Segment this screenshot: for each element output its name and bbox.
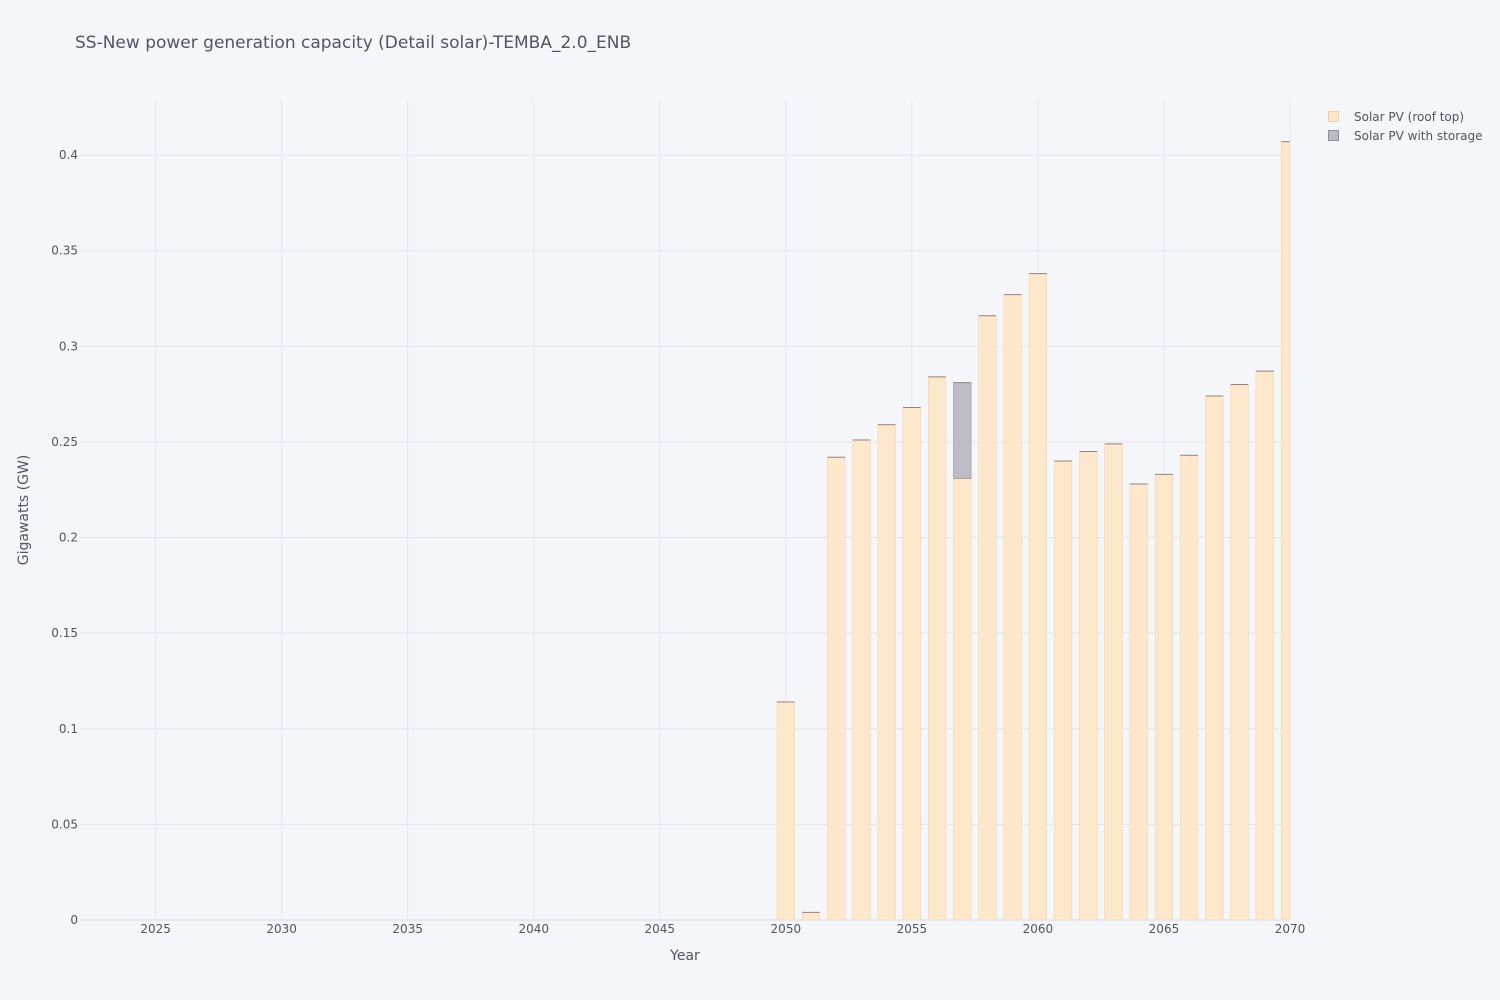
- y-tick-label: 0.3: [59, 339, 78, 353]
- y-tick-label: 0.15: [51, 626, 78, 640]
- x-axis-title: Year: [669, 948, 700, 964]
- bar-rooftop-2051[interactable]: [801, 912, 821, 921]
- legend-item-rooftop[interactable]: Solar PV (roof top): [1328, 107, 1483, 126]
- legend-label-storage: Solar PV with storage: [1354, 128, 1483, 143]
- y-tick-label: 0.4: [59, 148, 78, 162]
- bar-rooftop-2056[interactable]: [928, 376, 947, 921]
- x-tick-label: 2030: [266, 922, 297, 936]
- bar-rooftop-2066[interactable]: [1180, 455, 1199, 921]
- y-tick-label: 0.05: [51, 817, 78, 831]
- bar-rooftop-2057[interactable]: [953, 478, 972, 921]
- y-tick-label: 0.35: [51, 244, 78, 258]
- bar-rooftop-2052[interactable]: [827, 456, 846, 921]
- bar-rooftop-2060[interactable]: [1028, 273, 1047, 921]
- legend-swatch-rooftop: [1328, 111, 1339, 122]
- y-tick-label: 0.25: [51, 435, 78, 449]
- x-tick-label: 2040: [518, 922, 549, 936]
- bar-rooftop-2059[interactable]: [1003, 294, 1022, 921]
- x-tick-label: 2070: [1275, 922, 1306, 936]
- bar-rooftop-2062[interactable]: [1079, 451, 1098, 921]
- bar-rooftop-2053[interactable]: [852, 439, 871, 921]
- bar-rooftop-2061[interactable]: [1054, 460, 1073, 921]
- legend-label-rooftop: Solar PV (roof top): [1354, 109, 1465, 124]
- bar-rooftop-2068[interactable]: [1230, 384, 1249, 921]
- bar-rooftop-2055[interactable]: [902, 407, 921, 921]
- legend-swatch-storage: [1328, 130, 1339, 141]
- legend: Solar PV (roof top) Solar PV with storag…: [1328, 107, 1483, 145]
- x-tick-label: 2035: [392, 922, 423, 936]
- bar-rooftop-2065[interactable]: [1154, 474, 1174, 921]
- bar-rooftop-2069[interactable]: [1255, 370, 1274, 921]
- y-tick-label: 0: [70, 913, 78, 927]
- bar-storage-2057[interactable]: [953, 382, 972, 479]
- y-tick-label: 0.1: [59, 722, 78, 736]
- bars-layer: [776, 141, 1291, 921]
- x-tick-label: 2060: [1023, 922, 1054, 936]
- bar-rooftop-2067[interactable]: [1205, 395, 1224, 921]
- bar-rooftop-2058[interactable]: [978, 315, 997, 921]
- x-tick-label: 2055: [897, 922, 928, 936]
- x-tick-label: 2045: [645, 922, 676, 936]
- y-axis-title: Gigawatts (GW): [16, 455, 32, 566]
- bar-rooftop-2054[interactable]: [877, 424, 896, 921]
- legend-item-storage[interactable]: Solar PV with storage: [1328, 126, 1483, 145]
- bar-rooftop-2050[interactable]: [776, 701, 795, 921]
- bar-rooftop-2070[interactable]: [1280, 141, 1291, 921]
- chart-title: SS-New power generation capacity (Detail…: [75, 33, 632, 53]
- x-tick-label: 2065: [1149, 922, 1180, 936]
- bar-rooftop-2064[interactable]: [1129, 483, 1148, 921]
- x-tick-label: 2025: [140, 922, 171, 936]
- x-tick-label: 2050: [771, 922, 802, 936]
- y-tick-label: 0.2: [59, 531, 78, 545]
- bar-rooftop-2063[interactable]: [1104, 443, 1123, 921]
- tick-labels: 0 0.05 0.1 0.15 0.2 0.25 0.3 0.35 0.4 2025 2030 203…: [51, 148, 1305, 936]
